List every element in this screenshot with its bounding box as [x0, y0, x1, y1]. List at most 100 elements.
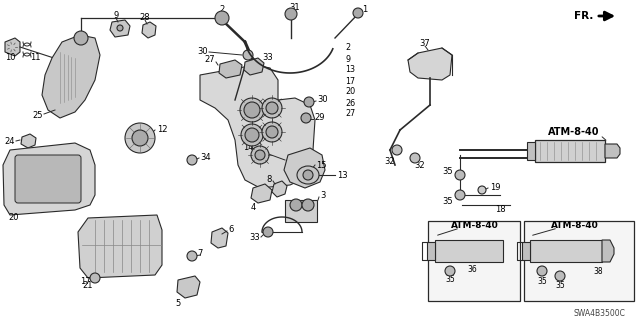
Polygon shape: [21, 134, 36, 148]
Text: 34: 34: [200, 152, 211, 161]
Circle shape: [290, 199, 302, 211]
Bar: [435, 240, 503, 262]
Text: 32: 32: [415, 160, 426, 169]
Circle shape: [455, 190, 465, 200]
Text: 20: 20: [8, 213, 19, 222]
Circle shape: [187, 155, 197, 165]
Text: 17: 17: [80, 278, 91, 286]
Circle shape: [301, 113, 311, 123]
Text: 33: 33: [249, 234, 260, 242]
Text: 31: 31: [290, 3, 300, 11]
Circle shape: [455, 170, 465, 180]
Text: 6: 6: [228, 226, 234, 234]
Polygon shape: [272, 181, 287, 197]
Text: 2: 2: [220, 5, 225, 14]
Text: 2: 2: [345, 43, 350, 53]
Circle shape: [132, 130, 148, 146]
Text: 18: 18: [495, 205, 506, 214]
Text: 30: 30: [317, 95, 328, 105]
Bar: [285, 200, 317, 222]
Text: 11: 11: [29, 53, 40, 62]
Text: 36: 36: [467, 264, 477, 273]
Circle shape: [410, 153, 420, 163]
Circle shape: [263, 227, 273, 237]
Polygon shape: [251, 184, 272, 203]
Polygon shape: [219, 60, 242, 78]
Text: 37: 37: [420, 40, 430, 48]
Circle shape: [478, 186, 486, 194]
Circle shape: [353, 8, 363, 18]
Text: D: D: [53, 176, 57, 182]
Circle shape: [74, 31, 88, 45]
Circle shape: [240, 98, 264, 122]
Circle shape: [445, 266, 455, 276]
Text: N: N: [42, 176, 46, 182]
Polygon shape: [5, 38, 20, 56]
Circle shape: [255, 150, 265, 160]
Circle shape: [555, 271, 565, 281]
Circle shape: [90, 273, 100, 283]
Polygon shape: [42, 35, 100, 118]
Circle shape: [302, 199, 314, 211]
Text: 13: 13: [345, 65, 355, 75]
Text: 5: 5: [175, 299, 180, 308]
FancyBboxPatch shape: [15, 155, 81, 203]
Polygon shape: [142, 22, 156, 38]
Polygon shape: [408, 48, 452, 80]
Text: 20: 20: [345, 87, 355, 97]
Polygon shape: [110, 20, 130, 37]
Circle shape: [125, 123, 155, 153]
Polygon shape: [284, 148, 325, 188]
Text: 9: 9: [345, 55, 350, 63]
Text: 35: 35: [442, 197, 453, 206]
Bar: [22, 172, 74, 186]
Circle shape: [392, 145, 402, 155]
Text: 3: 3: [320, 190, 325, 199]
Text: 28: 28: [140, 13, 150, 23]
Text: 32: 32: [385, 158, 396, 167]
Text: 27: 27: [345, 109, 355, 118]
Text: 12: 12: [157, 125, 168, 135]
Text: 25: 25: [33, 110, 43, 120]
Polygon shape: [244, 58, 264, 75]
Polygon shape: [78, 215, 162, 278]
Text: 38: 38: [593, 266, 603, 276]
Bar: [524, 221, 634, 301]
Text: 15: 15: [316, 160, 326, 169]
Bar: [530, 240, 602, 262]
Circle shape: [187, 251, 197, 261]
Bar: [535, 140, 605, 162]
Circle shape: [241, 124, 263, 146]
Text: ATM-8-40: ATM-8-40: [451, 221, 499, 231]
Bar: [527, 142, 535, 160]
Circle shape: [251, 146, 269, 164]
Circle shape: [262, 98, 282, 118]
Circle shape: [245, 128, 259, 142]
Text: 13: 13: [337, 170, 348, 180]
Text: 26: 26: [345, 99, 355, 108]
Text: 10: 10: [4, 53, 15, 62]
Polygon shape: [605, 144, 620, 158]
Polygon shape: [177, 276, 200, 298]
Text: FR.: FR.: [573, 11, 593, 21]
Text: 29: 29: [314, 114, 324, 122]
Polygon shape: [3, 143, 95, 215]
Polygon shape: [211, 228, 228, 248]
Text: 35: 35: [537, 278, 547, 286]
Circle shape: [262, 122, 282, 142]
Text: R: R: [33, 176, 37, 182]
Circle shape: [243, 50, 253, 60]
Text: 21: 21: [83, 280, 93, 290]
Text: 19: 19: [490, 182, 500, 191]
Polygon shape: [200, 65, 315, 188]
Ellipse shape: [297, 166, 319, 184]
Circle shape: [537, 266, 547, 276]
Circle shape: [117, 25, 123, 31]
Text: ATM-8-40: ATM-8-40: [548, 127, 600, 137]
Text: 14: 14: [243, 144, 253, 152]
Circle shape: [266, 126, 278, 138]
Text: 35: 35: [442, 167, 453, 176]
Text: 17: 17: [345, 77, 355, 85]
Text: P: P: [26, 176, 29, 182]
Text: 27: 27: [204, 56, 215, 64]
